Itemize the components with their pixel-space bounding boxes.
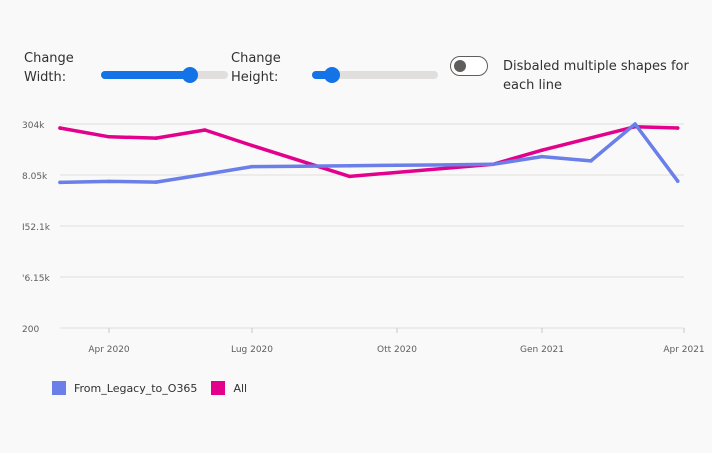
- data-point-from-legacy-to-o365: [154, 180, 158, 184]
- x-tick-label: Lug 2020: [231, 345, 273, 355]
- height-label: Change Height:: [231, 51, 281, 85]
- x-tick-label: Apr 2021: [663, 345, 704, 355]
- y-tick-label: 304k: [22, 121, 45, 131]
- data-point-from-legacy-to-o365: [395, 163, 399, 167]
- data-point-all: [250, 143, 254, 148]
- y-tick-label: I52.1k: [22, 223, 51, 233]
- data-point-from-legacy-to-o365: [58, 180, 62, 185]
- legend-label-all: All: [233, 381, 248, 395]
- y-tick-label: 8.05k: [22, 172, 48, 182]
- data-point-all: [675, 126, 680, 130]
- y-tick-label: 200: [22, 325, 39, 335]
- y-tick-label: '6.15k: [22, 274, 51, 284]
- width-label: Change Width:: [24, 51, 74, 85]
- data-point-all: [203, 128, 207, 132]
- width-slider-fill: [101, 71, 190, 79]
- height-slider-track[interactable]: [312, 71, 438, 79]
- data-point-from-legacy-to-o365: [347, 163, 352, 168]
- data-point-from-legacy-to-o365: [589, 159, 593, 163]
- data-point-from-legacy-to-o365: [540, 154, 544, 159]
- chart-legend: From_Legacy_to_O365 All: [52, 380, 261, 396]
- height-slider-fill: [312, 71, 333, 79]
- data-point-from-legacy-to-o365: [203, 172, 207, 177]
- series-line-from-legacy-to-o365: [58, 122, 680, 185]
- data-point-all: [58, 126, 62, 130]
- legend-label-from-legacy: From_Legacy_to_O365: [74, 381, 198, 395]
- data-point-from-legacy-to-o365: [491, 162, 495, 167]
- legend-item-from-legacy[interactable]: From_Legacy_to_O365: [52, 381, 197, 395]
- data-point-from-legacy-to-o365: [107, 179, 111, 184]
- data-point-from-legacy-to-o365: [675, 179, 680, 183]
- data-point-all: [154, 136, 158, 140]
- data-point-from-legacy-to-o365: [444, 163, 448, 167]
- toggle-knob: [454, 60, 466, 72]
- data-point-from-legacy-to-o365: [633, 122, 637, 126]
- multiple-shapes-toggle[interactable]: [450, 56, 488, 76]
- toggle-label: Disbaled multiple shapes for each line: [503, 59, 689, 93]
- data-point-from-legacy-to-o365: [299, 164, 303, 169]
- series-line-all: [58, 124, 680, 179]
- data-point-all: [347, 174, 352, 179]
- data-point-all: [107, 134, 111, 139]
- width-slider-thumb[interactable]: [181, 67, 198, 83]
- data-point-from-legacy-to-o365: [250, 164, 254, 169]
- legend-swatch-from-legacy: [52, 381, 66, 395]
- data-point-all: [540, 148, 544, 152]
- height-slider[interactable]: [312, 67, 438, 83]
- legend-item-all[interactable]: All: [211, 381, 247, 395]
- x-tick-label: Gen 2021: [520, 345, 564, 355]
- x-tick-label: Apr 2020: [88, 345, 130, 355]
- width-slider[interactable]: [101, 67, 228, 83]
- legend-swatch-all: [211, 381, 226, 395]
- height-slider-thumb[interactable]: [324, 67, 341, 83]
- x-tick-label: Ott 2020: [377, 345, 417, 355]
